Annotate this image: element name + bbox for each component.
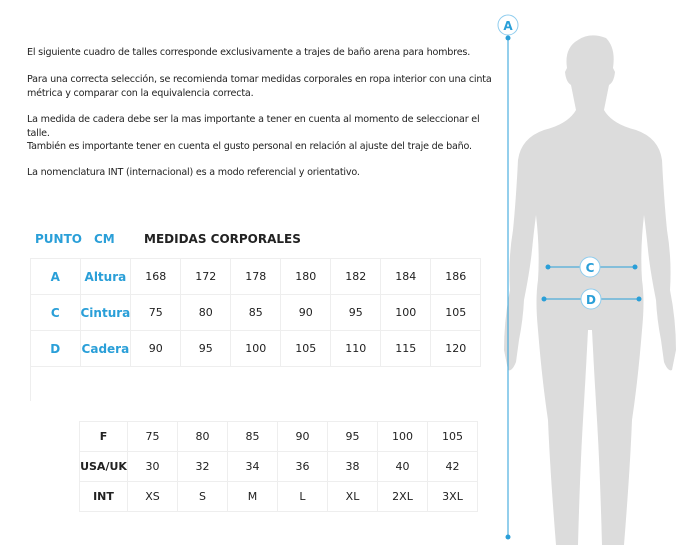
- size-value-cell: 40: [377, 451, 428, 482]
- size-value-cell: XL: [327, 481, 378, 512]
- svg-text:C: C: [586, 261, 595, 275]
- size-value-cell: 30: [127, 451, 178, 482]
- size-value-cell: 105: [427, 421, 478, 452]
- table-row: USA/UK 30 32 34 36 38 40 42: [79, 451, 478, 482]
- hip-line: D: [541, 288, 642, 310]
- size-value-cell: 42: [427, 451, 478, 482]
- value-cell: 182: [330, 258, 382, 295]
- header-cm: CM: [94, 232, 115, 246]
- value-cell: 80: [180, 294, 232, 331]
- svg-text:D: D: [586, 293, 596, 307]
- table-row: D Cadera 90 95 100 105 110 115 120: [30, 330, 482, 367]
- value-cell: 120: [430, 330, 482, 367]
- header-medidas: MEDIDAS CORPORALES: [144, 232, 301, 246]
- value-cell: 184: [380, 258, 432, 295]
- svg-text:A: A: [503, 19, 513, 33]
- value-cell: 186: [430, 258, 482, 295]
- size-label-cell: USA/UK: [79, 451, 128, 482]
- size-value-cell: XS: [127, 481, 178, 512]
- waist-line: C: [545, 256, 638, 278]
- header-punto: PUNTO: [35, 232, 82, 246]
- size-value-cell: 3XL: [427, 481, 478, 512]
- measure-name-cell: Cadera: [79, 330, 132, 367]
- intro-paragraph: La nomenclatura INT (internacional) es a…: [27, 167, 360, 178]
- value-cell: 115: [380, 330, 432, 367]
- size-value-cell: 95: [327, 421, 378, 452]
- blank-row: [30, 366, 481, 401]
- intro-paragraph: Para una correcta selección, se recomien…: [27, 74, 492, 99]
- size-label-cell: F: [79, 421, 128, 452]
- point-cell: A: [30, 258, 81, 295]
- size-label-cell: INT: [79, 481, 128, 512]
- value-cell: 168: [130, 258, 182, 295]
- table-row: INT XS S M L XL 2XL 3XL: [79, 481, 478, 512]
- measure-name-cell: Cintura: [79, 294, 132, 331]
- value-cell: 100: [230, 330, 282, 367]
- size-equivalence-table: F 75 80 85 90 95 100 105 USA/UK 30 32 34 36 38 40 42 INT…: [79, 421, 478, 512]
- marker-a: A: [497, 14, 519, 36]
- intro-paragraph: La medida de cadera debe ser la mas impo…: [27, 114, 480, 139]
- table-row: A Altura 168 172 178 180 182 184 186: [30, 258, 482, 295]
- value-cell: 100: [380, 294, 432, 331]
- size-value-cell: 38: [327, 451, 378, 482]
- value-cell: 105: [280, 330, 332, 367]
- size-value-cell: S: [177, 481, 228, 512]
- blank-cell: [30, 366, 80, 401]
- intro-paragraph: También es importante tener en cuenta el…: [27, 141, 472, 152]
- value-cell: 90: [280, 294, 332, 331]
- size-value-cell: L: [277, 481, 328, 512]
- value-cell: 90: [130, 330, 182, 367]
- table-row: F 75 80 85 90 95 100 105: [79, 421, 478, 452]
- value-cell: 180: [280, 258, 332, 295]
- value-cell: 95: [180, 330, 232, 367]
- value-cell: 105: [430, 294, 482, 331]
- point-cell: D: [30, 330, 81, 367]
- intro-paragraph: El siguiente cuadro de talles correspond…: [27, 47, 471, 58]
- body-measurements-table: A Altura 168 172 178 180 182 184 186 C Cintura 75 80…: [30, 258, 482, 401]
